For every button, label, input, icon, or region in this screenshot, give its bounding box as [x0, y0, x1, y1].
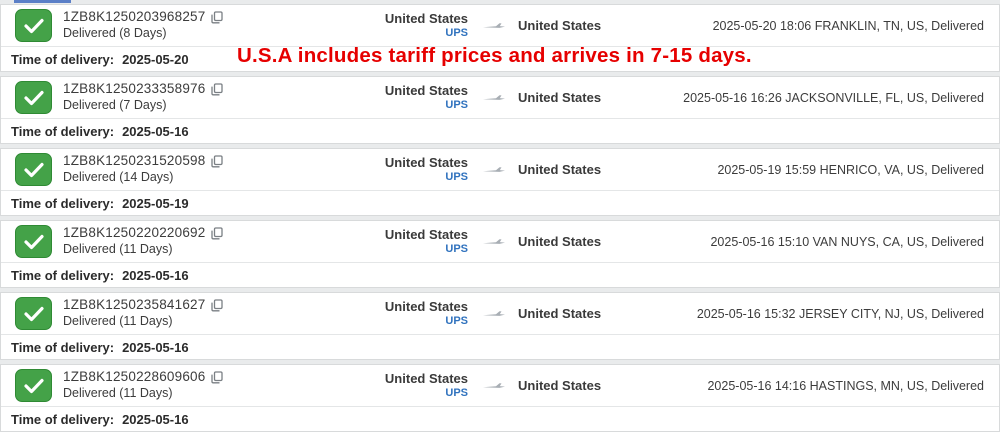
destination-country: United States	[518, 306, 602, 321]
delivered-check-icon	[15, 81, 52, 114]
time-of-delivery-label: Time of delivery:	[11, 411, 115, 427]
plane-icon	[482, 309, 506, 318]
tracking-number[interactable]: 1ZB8K1250231520598	[63, 153, 206, 169]
time-of-delivery-label: Time of delivery:	[11, 123, 115, 139]
tracking-number[interactable]: 1ZB8K1250233358976	[63, 81, 206, 97]
delivered-check-icon	[15, 153, 52, 186]
plane-icon	[482, 381, 506, 390]
shipment-summary-row[interactable]: 1ZB8K1250203968257 Delivered (8 Days) Un…	[1, 5, 999, 46]
shipment-card[interactable]: 1ZB8K1250233358976 Delivered (7 Days) Un…	[0, 76, 1000, 144]
tracking-info: 1ZB8K1250228609606 Delivered (11 Days)	[63, 369, 348, 402]
carrier-name[interactable]: UPS	[445, 242, 468, 255]
origin-country: United States	[384, 155, 468, 171]
shipment-summary-row[interactable]: 1ZB8K1250231520598 Delivered (14 Days) U…	[1, 149, 999, 190]
origin-country: United States	[384, 227, 468, 243]
time-of-delivery-value: 2025-05-16	[122, 123, 189, 139]
latest-event: 2025-05-16 16:26 JACKSONVILLE, FL, US, D…	[683, 90, 984, 105]
time-of-delivery-bar: Time of delivery: 2025-05-16	[1, 118, 999, 143]
origin-country: United States	[384, 299, 468, 315]
origin-country: United States	[384, 83, 468, 99]
time-of-delivery-value: 2025-05-20	[122, 51, 189, 67]
shipment-summary-row[interactable]: 1ZB8K1250233358976 Delivered (7 Days) Un…	[1, 77, 999, 118]
destination-country: United States	[518, 234, 602, 249]
destination-country: United States	[518, 18, 602, 33]
time-of-delivery-bar: Time of delivery: 2025-05-16	[1, 334, 999, 359]
time-of-delivery-value: 2025-05-19	[122, 195, 189, 211]
tracking-info: 1ZB8K1250203968257 Delivered (8 Days)	[63, 9, 348, 42]
tracking-number[interactable]: 1ZB8K1250203968257	[63, 9, 206, 25]
copy-icon[interactable]	[211, 155, 224, 168]
delivery-status: Delivered (7 Days)	[63, 98, 167, 113]
copy-icon[interactable]	[211, 299, 224, 312]
time-of-delivery-label: Time of delivery:	[11, 339, 115, 355]
origin-country: United States	[384, 11, 468, 27]
tracking-number[interactable]: 1ZB8K1250228609606	[63, 369, 206, 385]
latest-event: 2025-05-16 14:16 HASTINGS, MN, US, Deliv…	[707, 378, 984, 393]
destination-country: United States	[518, 378, 602, 393]
delivery-status: Delivered (14 Days)	[63, 170, 174, 185]
time-of-delivery-bar: Time of delivery: 2025-05-16	[1, 262, 999, 287]
delivery-status: Delivered (11 Days)	[63, 314, 173, 329]
plane-icon	[482, 93, 506, 102]
shipment-list: 1ZB8K1250203968257 Delivered (8 Days) Un…	[0, 4, 1000, 432]
shipment-card[interactable]: 1ZB8K1250203968257 Delivered (8 Days) Un…	[0, 4, 1000, 72]
active-tab-underline	[14, 0, 71, 3]
latest-event: 2025-05-16 15:32 JERSEY CITY, NJ, US, De…	[696, 306, 984, 321]
shipment-summary-row[interactable]: 1ZB8K1250228609606 Delivered (11 Days) U…	[1, 365, 999, 406]
time-of-delivery-label: Time of delivery:	[11, 267, 115, 283]
shipment-route: United States UPS United States	[348, 371, 663, 400]
shipment-route: United States UPS United States	[348, 11, 663, 40]
delivered-check-icon	[15, 225, 52, 258]
tracking-number[interactable]: 1ZB8K1250235841627	[63, 297, 206, 313]
carrier-name[interactable]: UPS	[445, 314, 468, 327]
origin-country: United States	[384, 371, 468, 387]
shipment-summary-row[interactable]: 1ZB8K1250235841627 Delivered (11 Days) U…	[1, 293, 999, 334]
shipment-route: United States UPS United States	[348, 83, 663, 112]
shipment-card[interactable]: 1ZB8K1250235841627 Delivered (11 Days) U…	[0, 292, 1000, 360]
copy-icon[interactable]	[211, 371, 224, 384]
shipment-route: United States UPS United States	[348, 227, 663, 256]
time-of-delivery-value: 2025-05-16	[122, 339, 189, 355]
shipment-route: United States UPS United States	[348, 299, 663, 328]
tracking-number[interactable]: 1ZB8K1250220220692	[63, 225, 206, 241]
carrier-name[interactable]: UPS	[445, 386, 468, 399]
time-of-delivery-label: Time of delivery:	[11, 51, 115, 67]
copy-icon[interactable]	[211, 227, 224, 240]
time-of-delivery-value: 2025-05-16	[122, 411, 189, 427]
tracking-info: 1ZB8K1250220220692 Delivered (11 Days)	[63, 225, 348, 258]
delivery-status: Delivered (8 Days)	[63, 26, 167, 41]
delivery-status: Delivered (11 Days)	[63, 386, 173, 401]
carrier-name[interactable]: UPS	[445, 26, 468, 39]
tracking-info: 1ZB8K1250233358976 Delivered (7 Days)	[63, 81, 348, 114]
shipment-card[interactable]: 1ZB8K1250228609606 Delivered (11 Days) U…	[0, 364, 1000, 432]
delivered-check-icon	[15, 9, 52, 42]
time-of-delivery-bar: Time of delivery: 2025-05-16	[1, 406, 999, 431]
delivered-check-icon	[15, 297, 52, 330]
plane-icon	[482, 237, 506, 246]
tracking-info: 1ZB8K1250235841627 Delivered (11 Days)	[63, 297, 348, 330]
shipment-card[interactable]: 1ZB8K1250231520598 Delivered (14 Days) U…	[0, 148, 1000, 216]
plane-icon	[482, 21, 506, 30]
time-of-delivery-bar: Time of delivery: 2025-05-19	[1, 190, 999, 215]
latest-event: 2025-05-16 15:10 VAN NUYS, CA, US, Deliv…	[710, 234, 984, 249]
delivery-status: Delivered (11 Days)	[63, 242, 173, 257]
time-of-delivery-label: Time of delivery:	[11, 195, 115, 211]
tracking-info: 1ZB8K1250231520598 Delivered (14 Days)	[63, 153, 348, 186]
carrier-name[interactable]: UPS	[445, 170, 468, 183]
latest-event: 2025-05-19 15:59 HENRICO, VA, US, Delive…	[717, 162, 984, 177]
shipment-summary-row[interactable]: 1ZB8K1250220220692 Delivered (11 Days) U…	[1, 221, 999, 262]
delivered-check-icon	[15, 369, 52, 402]
copy-icon[interactable]	[211, 83, 224, 96]
shipment-card[interactable]: 1ZB8K1250220220692 Delivered (11 Days) U…	[0, 220, 1000, 288]
time-of-delivery-bar: Time of delivery: 2025-05-20	[1, 46, 999, 71]
latest-event: 2025-05-20 18:06 FRANKLIN, TN, US, Deliv…	[712, 18, 984, 33]
destination-country: United States	[518, 90, 602, 105]
copy-icon[interactable]	[211, 11, 224, 24]
shipment-route: United States UPS United States	[348, 155, 663, 184]
destination-country: United States	[518, 162, 602, 177]
time-of-delivery-value: 2025-05-16	[122, 267, 189, 283]
plane-icon	[482, 165, 506, 174]
carrier-name[interactable]: UPS	[445, 98, 468, 111]
